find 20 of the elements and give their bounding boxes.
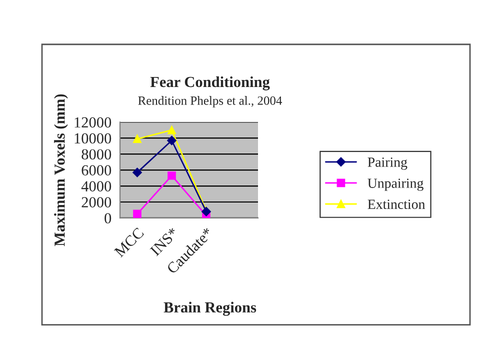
point (168, 171, 176, 180)
point (133, 210, 142, 218)
legend-label: Pairing (368, 158, 408, 170)
x-axis-title: Brain Regions (164, 302, 256, 316)
legend-label: Unpairing (368, 178, 424, 191)
point (133, 134, 142, 144)
chart-subtitle: Rendition Phelps et al., 2004 (138, 96, 282, 108)
y-tick-label: 8000 (82, 149, 112, 160)
y-tick-label: 4000 (81, 181, 112, 192)
point (167, 136, 176, 146)
y-tick-label: 10000 (74, 133, 112, 144)
y-tick-label: 2000 (82, 197, 112, 208)
chart-title: Fear Conditioning (150, 76, 270, 90)
y-tick-label: 12000 (74, 117, 112, 128)
y-tick-label: 6000 (82, 165, 112, 176)
y-axis-title: Maximum Voxels (mm) (54, 94, 68, 246)
legend-label: Extinction (368, 200, 426, 209)
y-tick-label: 0 (104, 213, 112, 224)
point (168, 126, 176, 134)
point (132, 168, 142, 178)
